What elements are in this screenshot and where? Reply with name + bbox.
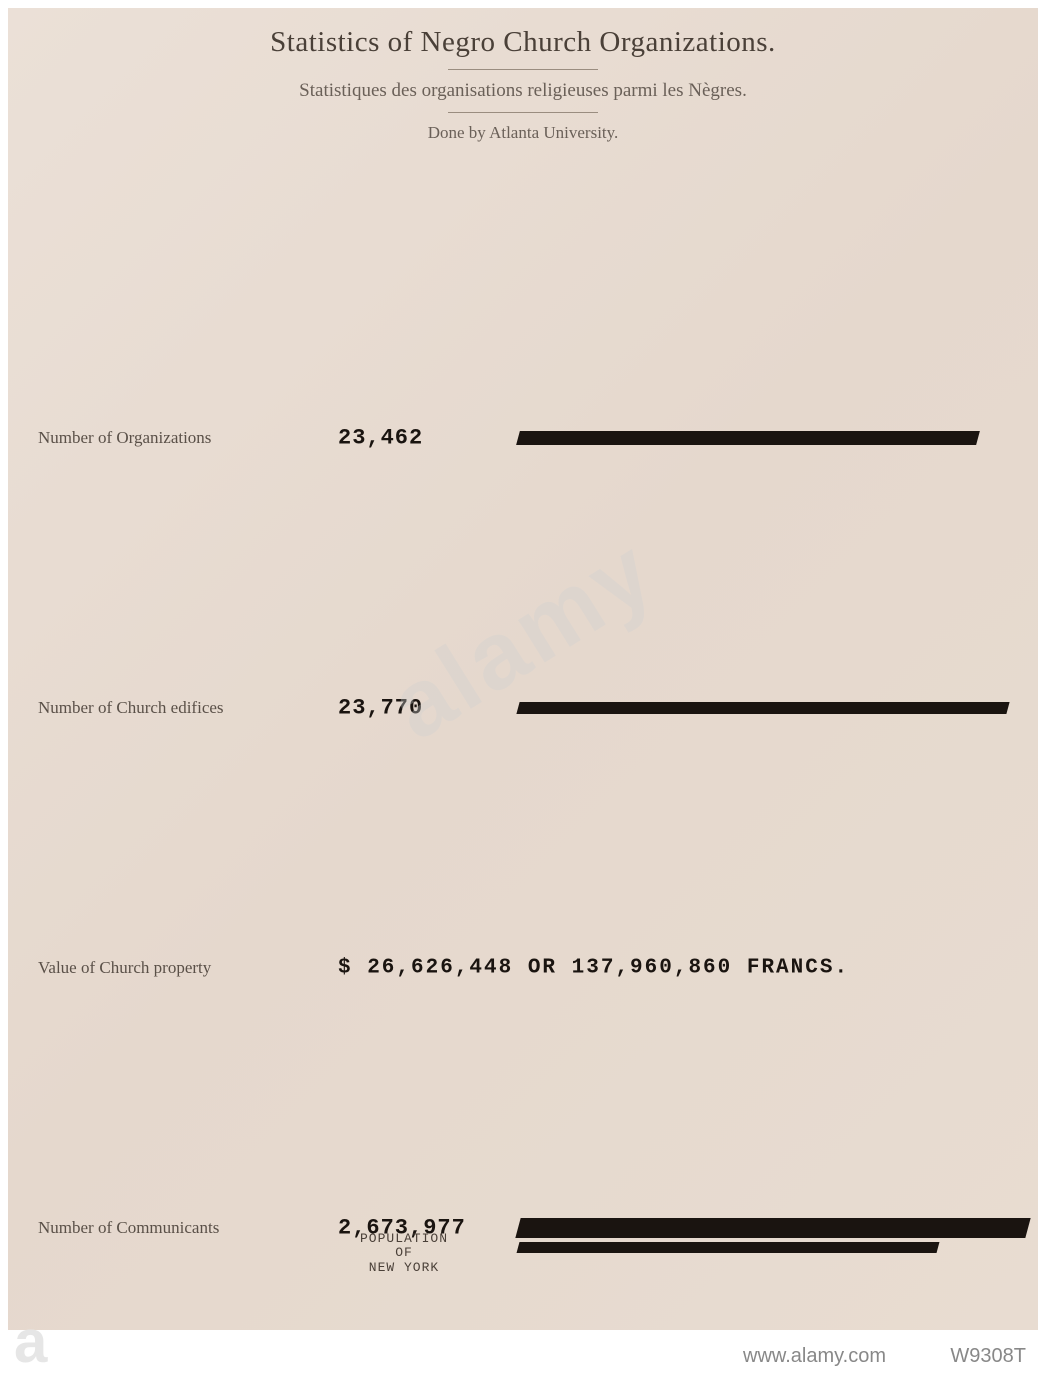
document-frame: Statistics of Negro Church Organizations… [8, 8, 1038, 1330]
data-bar [516, 702, 1009, 714]
stat-row: Number of Communicants2,673,977 [8, 1188, 1038, 1268]
compare-bar [517, 1242, 940, 1253]
compare-label: POPULATION OF NEW YORK [360, 1232, 448, 1275]
watermark-url: www.alamy.com [743, 1345, 886, 1368]
row-label: Number of Church edifices [38, 698, 224, 718]
row-value: 23,462 [338, 426, 423, 451]
data-bar [515, 1218, 1030, 1238]
title: Statistics of Negro Church Organizations… [8, 26, 1038, 59]
row-value: 23,770 [338, 696, 423, 721]
data-bar [516, 431, 980, 445]
divider [448, 69, 598, 70]
byline: Done by Atlanta University. [8, 123, 1038, 143]
subtitle: Statistiques des organisations religieus… [8, 80, 1038, 102]
stat-row: Number of Organizations 23,462 [8, 398, 1038, 478]
header: Statistics of Negro Church Organizations… [8, 8, 1038, 143]
row-label: Number of Communicants [38, 1218, 219, 1238]
chart-area: Number of Organizations 23,462 Number of C… [8, 268, 1038, 1330]
row-label: Value of Church property [38, 958, 211, 978]
watermark-id: W9308T [950, 1345, 1026, 1368]
stat-row: Value of Church property $ 26,626,448 OR … [8, 928, 1038, 1008]
row-value: $ 26,626,448 OR 137,960,860 FRANCS. [338, 957, 849, 980]
divider [448, 112, 598, 113]
row-label: Number of Organizations [38, 428, 211, 448]
stat-row: Number of Church edifices 23,770 [8, 668, 1038, 748]
